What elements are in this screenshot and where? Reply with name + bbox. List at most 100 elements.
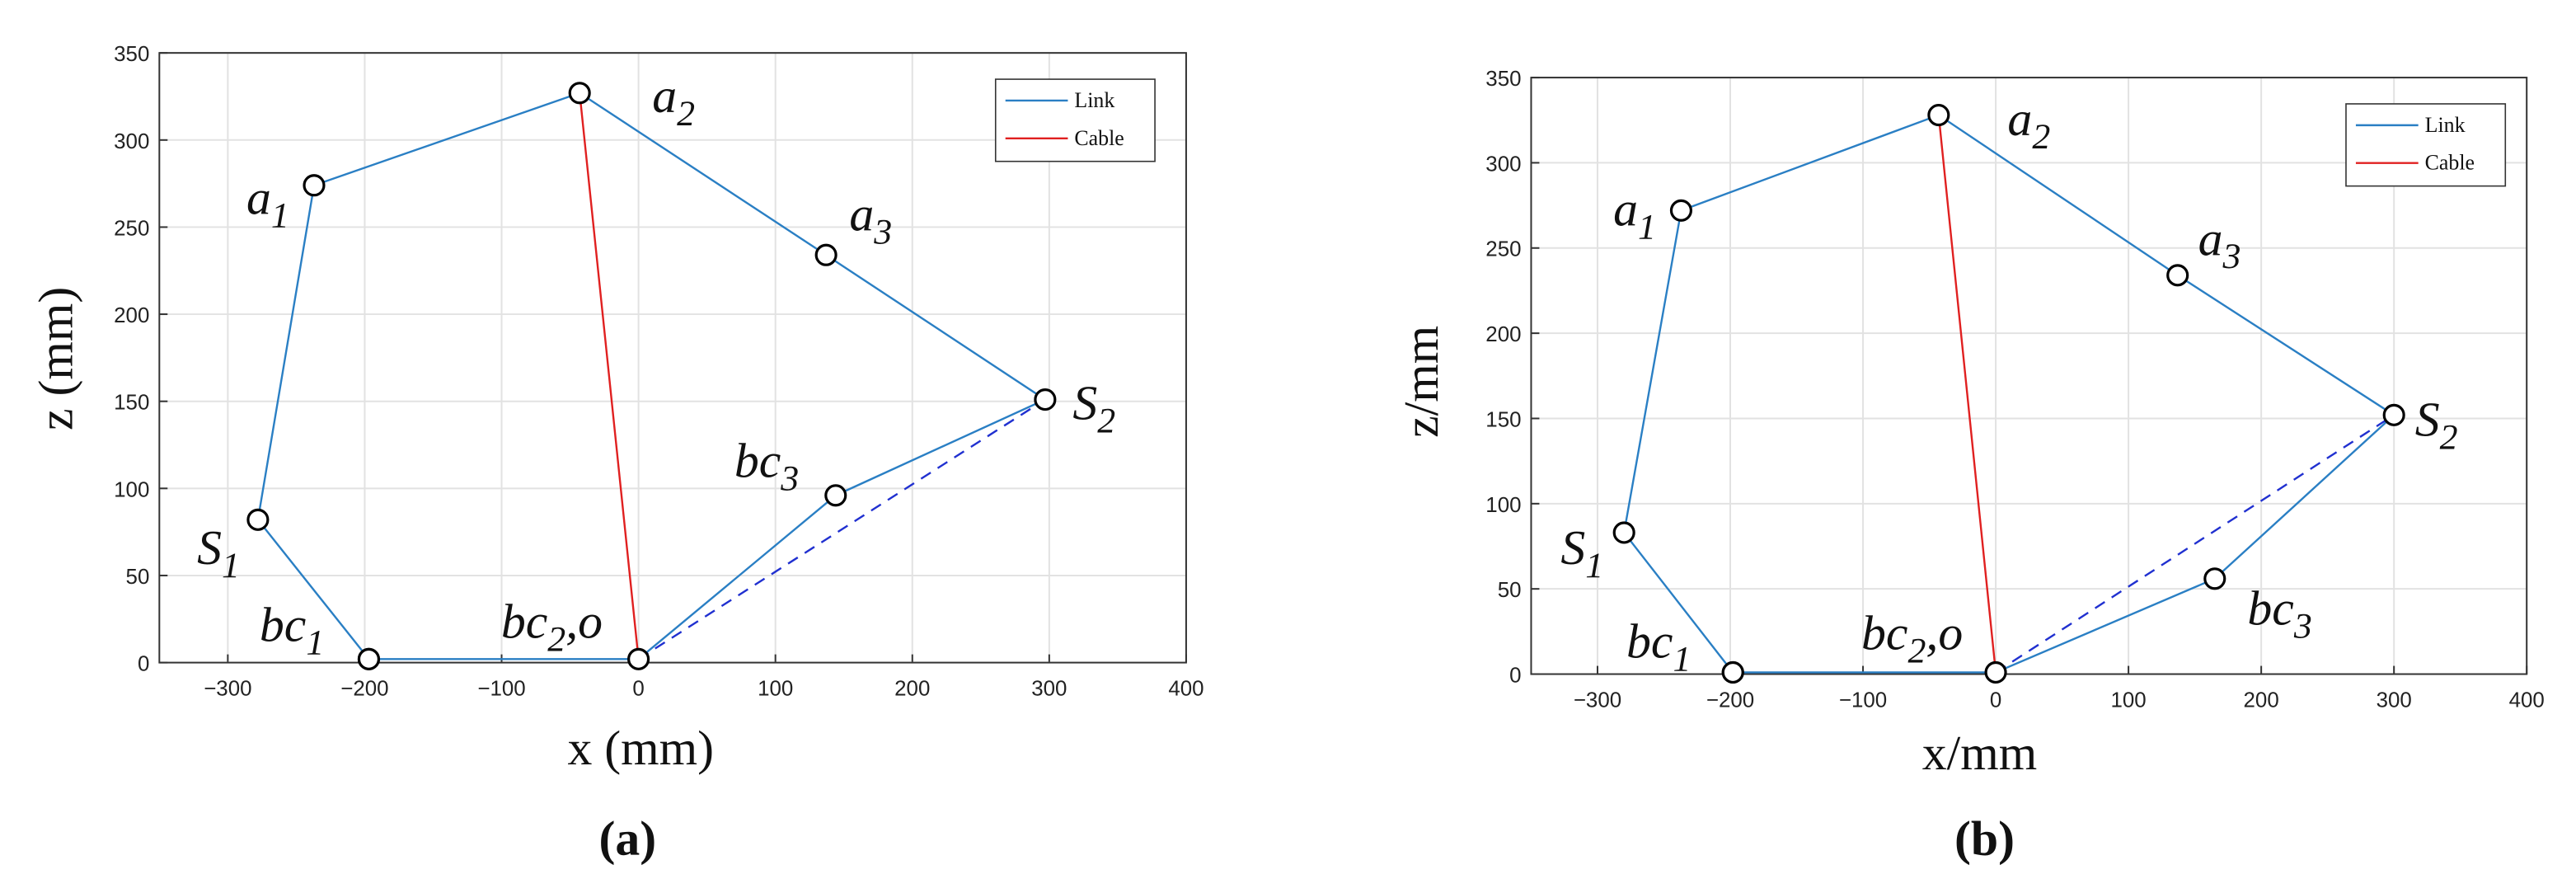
- point-label-text: a: [2007, 92, 2032, 146]
- y-tick-label: 150: [114, 392, 149, 415]
- point-label: a2: [2007, 92, 2050, 157]
- point-label: S1: [197, 520, 240, 585]
- x-tick-label: −100: [1839, 689, 1887, 712]
- joint: [568, 82, 591, 105]
- dashed-line: [637, 398, 1046, 660]
- point-label: bc2,o: [1861, 606, 1963, 671]
- point-label: a1: [1613, 181, 1656, 247]
- joint: [1034, 388, 1057, 411]
- joint: [1669, 199, 1692, 222]
- point-label-text: S: [2415, 392, 2440, 447]
- y-axis-label: z (mm): [29, 287, 83, 430]
- dashed-line: [1995, 414, 2395, 674]
- plot-frame: [158, 52, 1187, 664]
- point-label-text: a: [1613, 181, 1638, 236]
- line: [579, 92, 640, 660]
- joint: [1984, 660, 2007, 684]
- point-label-text: S: [1072, 376, 1097, 430]
- joint: [246, 508, 270, 531]
- plot-frame: [1530, 77, 2528, 675]
- point-label-sub: 1: [271, 195, 289, 235]
- point-label: bc1: [260, 598, 324, 663]
- point-label-sub: 2: [2440, 417, 2458, 457]
- y-axis-label: z/mm: [1394, 326, 1448, 438]
- joint: [2203, 567, 2226, 590]
- point-label-sub: 2: [1907, 632, 1926, 671]
- line: [1937, 115, 1997, 673]
- point-label: a1: [246, 170, 289, 235]
- point-label: a3: [2198, 211, 2241, 276]
- chart: −300 −200 −100 0 100 200 300 400 0 50 100 150 200 250…: [1394, 68, 2545, 866]
- point-label: S1: [1560, 520, 1603, 585]
- point-label: S2: [1072, 376, 1115, 441]
- legend-label: Cable: [2425, 151, 2475, 175]
- joint: [2382, 403, 2405, 426]
- x-tick-label: 100: [2111, 689, 2147, 712]
- point-label-sub: 3: [780, 458, 799, 498]
- x-tick-label: 300: [1031, 677, 1067, 700]
- point-label-sub: 3: [2222, 237, 2241, 276]
- x-tick-label: −300: [1574, 689, 1621, 712]
- joint: [814, 243, 838, 266]
- x-tick-label: 200: [2244, 689, 2279, 712]
- x-tick-label: 0: [632, 677, 644, 700]
- panel-label: (b): [1954, 811, 2015, 866]
- x-tick-label: −300: [204, 677, 251, 700]
- legend-label: Link: [2425, 113, 2466, 137]
- point-label-sub: 1: [1673, 640, 1691, 679]
- y-tick-label: 250: [114, 217, 149, 240]
- joint: [627, 647, 650, 670]
- y-tick-label: 250: [1485, 238, 1521, 261]
- point-label-post: ,o: [1926, 606, 1963, 660]
- point-label-text: bc: [501, 595, 547, 649]
- x-tick-label: −200: [340, 677, 388, 700]
- point-label: bc3: [2247, 581, 2311, 646]
- point-label-text: bc: [734, 433, 781, 487]
- legend-box: [994, 78, 1156, 162]
- joint: [824, 484, 847, 507]
- chart: −300 −200 −100 0 100 200 300 400 0 50 100 150 200 250…: [29, 43, 1204, 866]
- point-label-sub: 3: [873, 212, 892, 251]
- point-label-text: bc: [1626, 614, 1673, 669]
- y-tick-label: 350: [114, 43, 149, 66]
- x-tick-label: 300: [2377, 689, 2412, 712]
- y-tick-label: 350: [1485, 68, 1521, 91]
- y-tick-label: 50: [1498, 579, 1522, 602]
- point-label-sub: 1: [306, 623, 324, 663]
- point-label-text: a: [246, 170, 271, 224]
- point-label-sub: 2: [677, 94, 695, 134]
- point-label-post: ,o: [565, 595, 603, 649]
- point-label: a3: [849, 186, 892, 251]
- point-label-text: bc: [1861, 606, 1907, 660]
- joint: [303, 174, 326, 197]
- y-tick-label: 200: [114, 304, 149, 327]
- point-label-sub: 2: [1097, 402, 1115, 441]
- x-tick-label: 400: [1168, 677, 1204, 700]
- point-label-text: a: [652, 68, 677, 123]
- legend-label: Cable: [1074, 126, 1124, 150]
- point-label: bc2,o: [501, 595, 603, 660]
- point-label-text: S: [197, 520, 222, 575]
- y-tick-label: 100: [114, 478, 149, 501]
- x-axis-label: x/mm: [1922, 726, 2037, 780]
- x-tick-label: 200: [894, 677, 930, 700]
- point-label: bc3: [734, 433, 799, 498]
- joint: [357, 647, 380, 670]
- y-tick-label: 0: [138, 653, 149, 676]
- legend-box: [2345, 103, 2507, 187]
- point-label-text: a: [2198, 211, 2223, 266]
- legend-label: Link: [1074, 88, 1114, 112]
- y-tick-label: 0: [1509, 664, 1521, 687]
- x-tick-label: 100: [758, 677, 793, 700]
- point-label-sub: 3: [2293, 607, 2312, 646]
- joint: [2166, 264, 2189, 287]
- point-label: S2: [2415, 392, 2458, 458]
- x-tick-label: −200: [1706, 689, 1754, 712]
- point-label-sub: 1: [1585, 546, 1603, 585]
- point-label-text: bc: [2247, 581, 2293, 636]
- point-label-sub: 1: [1638, 207, 1656, 247]
- joint: [1612, 521, 1635, 544]
- x-tick-label: 0: [1990, 689, 2001, 712]
- x-tick-label: −100: [477, 677, 525, 700]
